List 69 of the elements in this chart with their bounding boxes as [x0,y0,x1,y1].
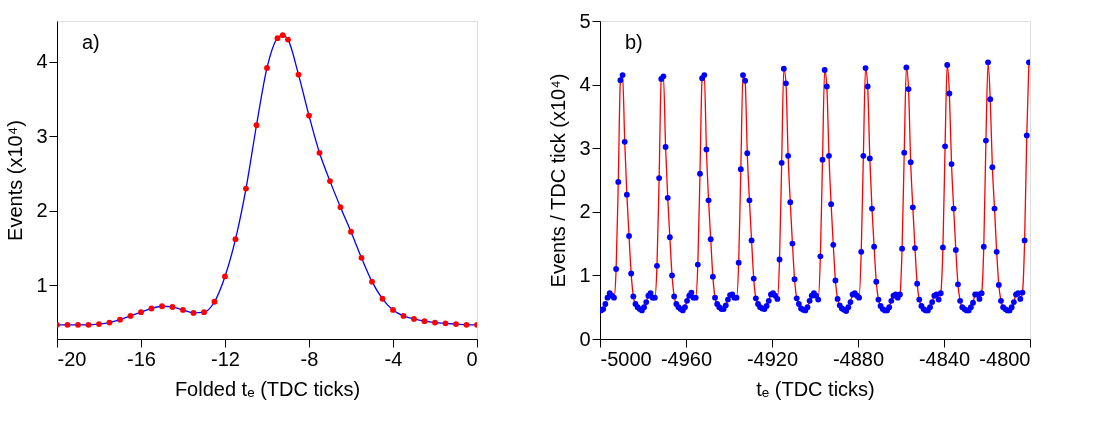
x-tick-label: 0 [466,347,478,370]
x-tick-label: -4960 [660,347,713,370]
point [243,185,249,192]
point [211,298,218,305]
point [222,273,228,280]
point [369,278,375,285]
point [106,319,113,326]
point [253,122,260,129]
y-axis-title: Events (x10⁴) [4,120,27,241]
point [127,313,134,319]
point [75,321,81,328]
point [64,321,71,328]
y-tick-label: 1 [579,263,591,286]
point [390,307,396,313]
x-axis-title: tₑ (TDC ticks) [756,377,875,400]
y-axis-title: Events / TDC tick (x10⁴) [547,73,570,288]
x-tick-label: -5000 [600,347,652,370]
y-tick-label: 2 [36,199,48,222]
x-axis-title: Folded tₑ (TDC ticks) [174,377,361,400]
point [379,295,386,302]
point [285,36,291,43]
y-tick-label: 4 [579,73,591,96]
x-tick-label: -4880 [832,347,885,370]
y-tick-label: 3 [36,124,48,147]
point [400,313,407,319]
point [306,112,312,119]
point [148,305,155,312]
point [432,319,438,326]
x-tick-label: -8 [300,347,319,370]
point [96,321,102,328]
point [190,310,197,316]
x-tick-label: -4840 [918,347,971,370]
point [463,321,470,328]
point [411,315,417,322]
point [279,32,286,39]
point [264,65,270,71]
y-tick-label: 2 [579,200,591,223]
y-tick-label: 0 [579,327,591,350]
x-tick-label: -12 [211,347,240,370]
point [159,303,165,310]
y-tick-label: 5 [579,9,591,32]
point [421,318,428,325]
point [316,149,323,156]
point [348,228,354,235]
point [453,321,459,328]
y-tick-label: 3 [579,136,591,159]
line-series [57,34,477,326]
point [295,71,302,78]
point [169,304,176,310]
point [274,35,281,42]
x-tick-label: -20 [57,347,87,370]
point [442,320,449,327]
x-tick-label: -4800 [979,347,1031,370]
point [138,309,144,316]
point [232,236,239,243]
y-tick-label: 1 [36,273,48,296]
point [337,204,344,211]
point [117,316,123,323]
annotation: a) [82,31,100,53]
point [180,307,186,313]
point [327,178,333,185]
x-tick-label: -4920 [746,347,799,370]
point [85,321,92,328]
x-tick-label: -16 [127,347,156,370]
point [201,309,207,316]
annotation: b) [625,31,643,53]
x-tick-label: -4 [384,347,403,370]
point [358,254,365,261]
y-tick-label: 4 [36,50,48,73]
